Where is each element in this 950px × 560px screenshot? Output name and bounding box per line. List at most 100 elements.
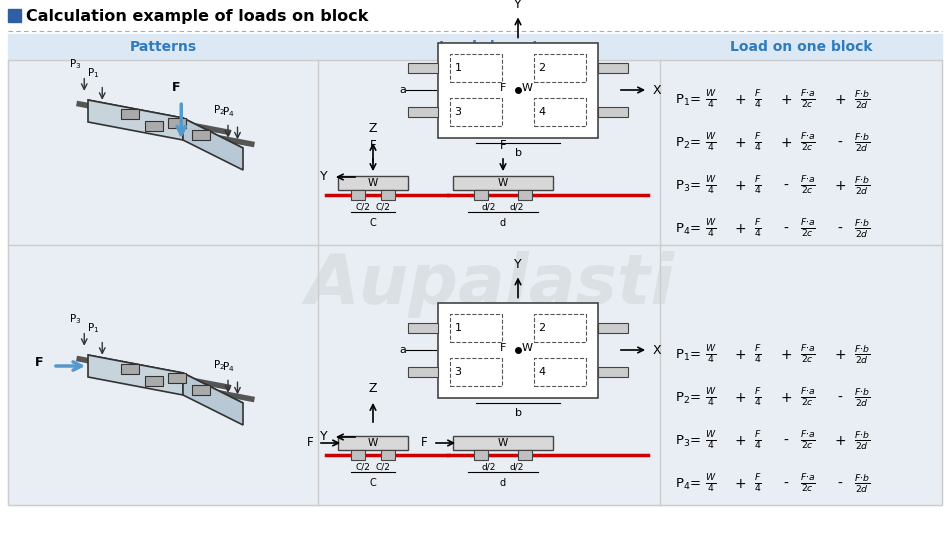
Text: +: + <box>734 391 746 405</box>
Bar <box>660 60 942 245</box>
Text: $\frac{F}{4}$: $\frac{F}{4}$ <box>754 175 762 197</box>
Bar <box>598 107 628 117</box>
Text: P$_1$: P$_1$ <box>86 321 99 335</box>
Text: P$_4$: P$_4$ <box>222 361 235 374</box>
Text: 4: 4 <box>539 367 545 377</box>
Text: Z: Z <box>369 382 377 395</box>
Bar <box>534 98 586 126</box>
Bar <box>598 323 628 333</box>
Text: F: F <box>500 139 506 152</box>
Polygon shape <box>121 109 139 119</box>
Text: Y: Y <box>514 0 522 11</box>
Bar <box>453 436 553 450</box>
Text: $\frac{F{\cdot}a}{2c}$: $\frac{F{\cdot}a}{2c}$ <box>800 473 816 495</box>
Bar <box>338 176 408 190</box>
Text: P$_1$: P$_1$ <box>86 66 99 80</box>
Bar <box>598 367 628 377</box>
Text: Loads layout: Loads layout <box>439 40 539 54</box>
Text: $\frac{F{\cdot}b}{2d}$: $\frac{F{\cdot}b}{2d}$ <box>854 430 870 452</box>
Text: $\frac{F{\cdot}b}{2d}$: $\frac{F{\cdot}b}{2d}$ <box>854 175 870 197</box>
Text: F: F <box>172 81 180 94</box>
Text: $\frac{W}{4}$: $\frac{W}{4}$ <box>705 218 716 240</box>
Bar <box>408 323 438 333</box>
Text: -: - <box>838 391 843 405</box>
Text: d: d <box>500 478 506 488</box>
Text: F: F <box>34 357 43 370</box>
Bar <box>534 54 586 82</box>
Bar <box>518 450 532 460</box>
Text: C: C <box>370 218 376 228</box>
Polygon shape <box>88 355 183 395</box>
Text: F: F <box>500 343 506 353</box>
Text: $\frac{F{\cdot}b}{2d}$: $\frac{F{\cdot}b}{2d}$ <box>854 473 870 495</box>
Text: Z: Z <box>369 122 377 135</box>
Text: F: F <box>500 83 506 93</box>
Bar <box>351 450 365 460</box>
Polygon shape <box>88 100 243 148</box>
Text: P$_3$=: P$_3$= <box>675 179 701 194</box>
Text: $\frac{F{\cdot}b}{2d}$: $\frac{F{\cdot}b}{2d}$ <box>854 89 870 111</box>
Text: C/2: C/2 <box>375 463 390 472</box>
Text: b: b <box>515 408 522 418</box>
Text: +: + <box>780 391 791 405</box>
Bar <box>351 190 365 200</box>
Text: P$_3$: P$_3$ <box>68 57 82 71</box>
Bar <box>408 63 438 73</box>
Text: a: a <box>400 345 407 355</box>
Text: X: X <box>653 343 661 357</box>
Text: $\frac{F{\cdot}b}{2d}$: $\frac{F{\cdot}b}{2d}$ <box>854 218 870 240</box>
Text: P$_1$=: P$_1$= <box>675 92 701 108</box>
Text: $\frac{W}{4}$: $\frac{W}{4}$ <box>705 89 716 111</box>
Text: $\frac{F}{4}$: $\frac{F}{4}$ <box>754 473 762 495</box>
Bar <box>8 60 942 505</box>
Text: F: F <box>370 139 376 152</box>
Text: $\frac{F{\cdot}a}{2c}$: $\frac{F{\cdot}a}{2c}$ <box>800 430 816 452</box>
Text: -: - <box>838 477 843 491</box>
Text: +: + <box>734 348 746 362</box>
Text: $\frac{F{\cdot}a}{2c}$: $\frac{F{\cdot}a}{2c}$ <box>800 387 816 409</box>
Text: $\frac{F{\cdot}a}{2c}$: $\frac{F{\cdot}a}{2c}$ <box>800 344 816 366</box>
Text: d: d <box>500 218 506 228</box>
Text: d/2: d/2 <box>510 203 524 212</box>
Bar <box>318 34 660 60</box>
Bar <box>8 60 318 245</box>
Text: P$_2$: P$_2$ <box>213 104 225 118</box>
Text: $\frac{F{\cdot}a}{2c}$: $\frac{F{\cdot}a}{2c}$ <box>800 89 816 111</box>
Bar <box>338 436 408 450</box>
Bar <box>534 358 586 386</box>
Text: C/2: C/2 <box>355 203 370 212</box>
Text: W: W <box>522 83 533 93</box>
Bar <box>408 107 438 117</box>
Text: $\frac{F}{4}$: $\frac{F}{4}$ <box>754 218 762 240</box>
Text: W: W <box>498 438 508 448</box>
Bar <box>8 245 318 505</box>
Polygon shape <box>192 385 210 394</box>
Text: d/2: d/2 <box>510 463 524 472</box>
Text: P$_1$=: P$_1$= <box>675 347 701 362</box>
Text: -: - <box>784 222 788 236</box>
Text: +: + <box>734 93 746 107</box>
Text: +: + <box>734 222 746 236</box>
Text: +: + <box>734 179 746 193</box>
Bar <box>450 358 502 386</box>
Bar <box>453 176 553 190</box>
Text: +: + <box>834 348 846 362</box>
Bar <box>534 314 586 342</box>
Text: F: F <box>422 436 428 450</box>
Bar <box>450 54 502 82</box>
Text: $\frac{F{\cdot}a}{2c}$: $\frac{F{\cdot}a}{2c}$ <box>800 132 816 154</box>
Text: a: a <box>400 85 407 95</box>
Text: Y: Y <box>320 170 328 184</box>
Text: $\frac{W}{4}$: $\frac{W}{4}$ <box>705 387 716 409</box>
Text: $\frac{W}{4}$: $\frac{W}{4}$ <box>705 175 716 197</box>
Text: +: + <box>780 348 791 362</box>
Text: 3: 3 <box>454 107 462 117</box>
Bar <box>8 34 318 60</box>
Text: $\frac{W}{4}$: $\frac{W}{4}$ <box>705 344 716 366</box>
Text: $\frac{F}{4}$: $\frac{F}{4}$ <box>754 132 762 154</box>
Text: P$_4$=: P$_4$= <box>675 477 701 492</box>
Text: W: W <box>368 178 378 188</box>
Text: $\frac{W}{4}$: $\frac{W}{4}$ <box>705 473 716 495</box>
Text: -: - <box>838 136 843 150</box>
Text: $\frac{F{\cdot}a}{2c}$: $\frac{F{\cdot}a}{2c}$ <box>800 218 816 240</box>
